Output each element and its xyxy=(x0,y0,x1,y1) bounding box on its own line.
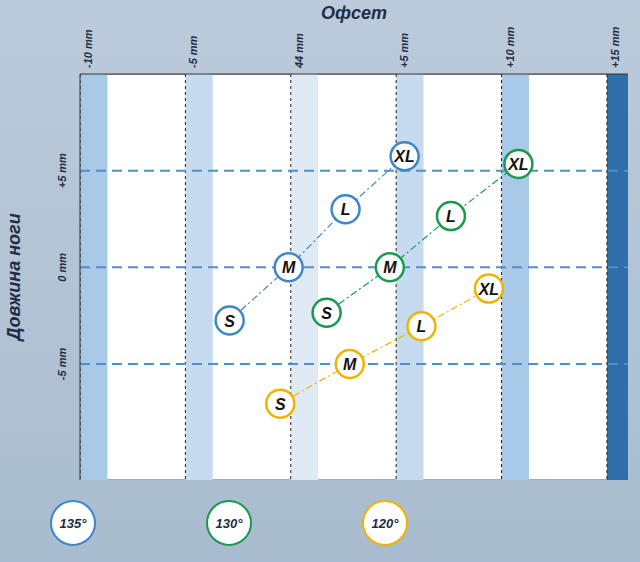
svg-text:Довжина ноги: Довжина ноги xyxy=(4,213,24,342)
svg-text:M: M xyxy=(383,259,397,276)
svg-text:S: S xyxy=(224,313,235,330)
svg-text:XL: XL xyxy=(507,156,528,173)
svg-text:0 mm: 0 mm xyxy=(56,253,68,282)
svg-text:-5 mm: -5 mm xyxy=(187,35,199,68)
svg-text:44 mm: 44 mm xyxy=(293,33,305,69)
svg-text:M: M xyxy=(343,356,357,373)
svg-text:XL: XL xyxy=(478,281,499,298)
svg-text:S: S xyxy=(321,305,332,322)
svg-text:+10 mm: +10 mm xyxy=(504,27,516,68)
svg-text:+15 mm: +15 mm xyxy=(609,27,621,68)
svg-text:S: S xyxy=(275,396,286,413)
html-text:Офсет: Офсет xyxy=(321,3,387,23)
svg-text:L: L xyxy=(446,208,456,225)
html-text:130°: 130° xyxy=(215,515,243,531)
html-text:120°: 120° xyxy=(371,515,399,531)
svg-text:-10 mm: -10 mm xyxy=(82,29,94,68)
svg-text:+5 mm: +5 mm xyxy=(56,153,68,188)
svg-text:M: M xyxy=(282,259,296,276)
svg-text:L: L xyxy=(341,201,351,218)
svg-text:-5 mm: -5 mm xyxy=(56,348,68,381)
svg-text:+5 mm: +5 mm xyxy=(398,33,410,68)
html-text:135°: 135° xyxy=(59,515,87,531)
svg-text:XL: XL xyxy=(393,148,414,165)
svg-text:L: L xyxy=(417,318,427,335)
